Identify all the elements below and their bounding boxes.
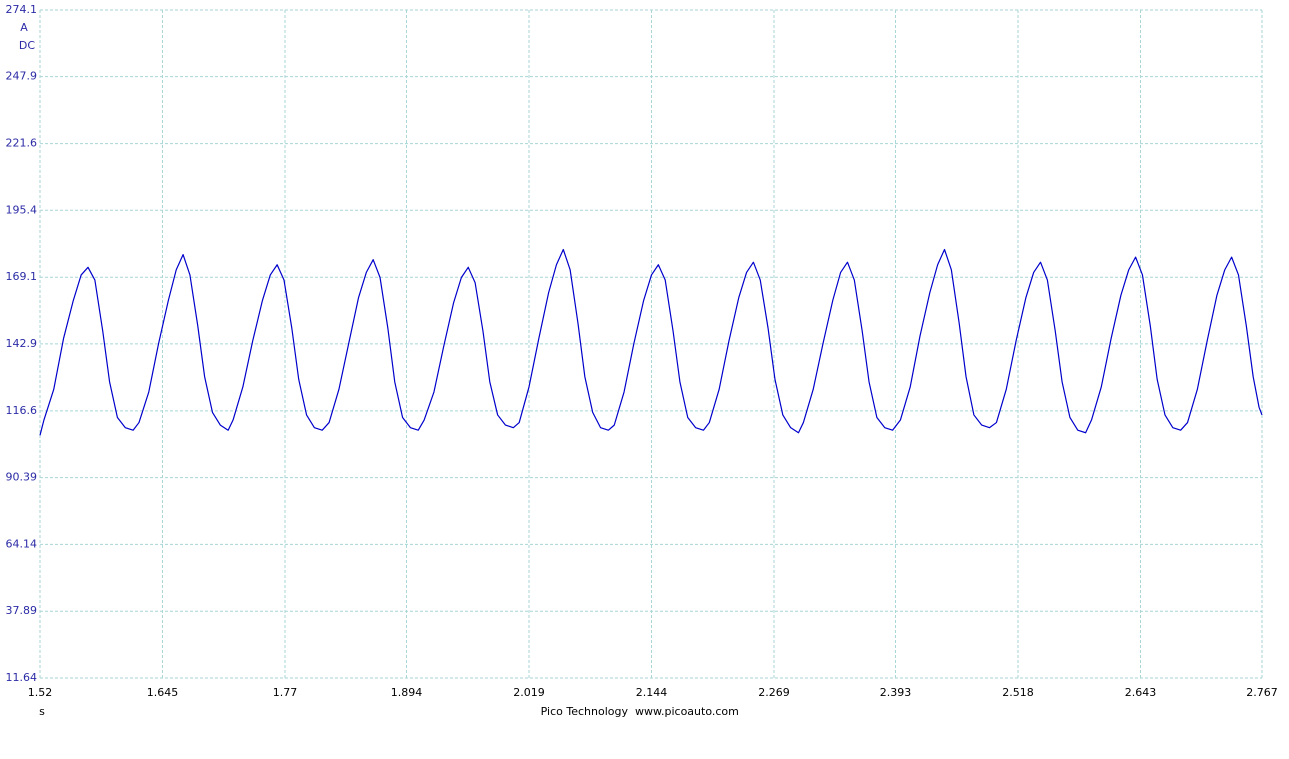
y-tick-label: 221.6 [6, 137, 38, 150]
y-tick-label: 11.64 [6, 671, 38, 684]
x-tick-label: 1.645 [147, 686, 179, 699]
x-tick-label: 1.894 [391, 686, 423, 699]
website: www.picoauto.com [635, 705, 739, 718]
coupling: DC [19, 39, 35, 52]
y-unit: A [20, 21, 28, 34]
credit: Pico Technology [541, 705, 629, 718]
y-tick-label: 169.1 [6, 270, 38, 283]
y-tick-label: 64.14 [6, 537, 38, 550]
y-tick-label: 274.1 [6, 3, 38, 16]
x-unit: s [39, 705, 45, 718]
y-tick-label: 37.89 [6, 604, 38, 617]
y-tick-label: 142.9 [6, 337, 38, 350]
waveform [39, 248, 1263, 436]
x-tick-label: 2.393 [880, 686, 912, 699]
x-tick-label: 2.019 [513, 686, 545, 699]
x-tick-label: 1.77 [273, 686, 298, 699]
y-tick-label: 247.9 [6, 70, 38, 83]
x-tick-label: 2.518 [1002, 686, 1034, 699]
x-tick-label: 2.767 [1246, 686, 1278, 699]
x-tick-label: 1.52 [28, 686, 53, 699]
y-tick-label: 90.39 [6, 471, 38, 484]
x-tick-label: 2.144 [636, 686, 668, 699]
x-tick-label: 2.269 [758, 686, 790, 699]
y-tick-label: 116.6 [6, 404, 38, 417]
x-tick-label: 2.643 [1125, 686, 1157, 699]
y-tick-label: 195.4 [6, 203, 38, 216]
